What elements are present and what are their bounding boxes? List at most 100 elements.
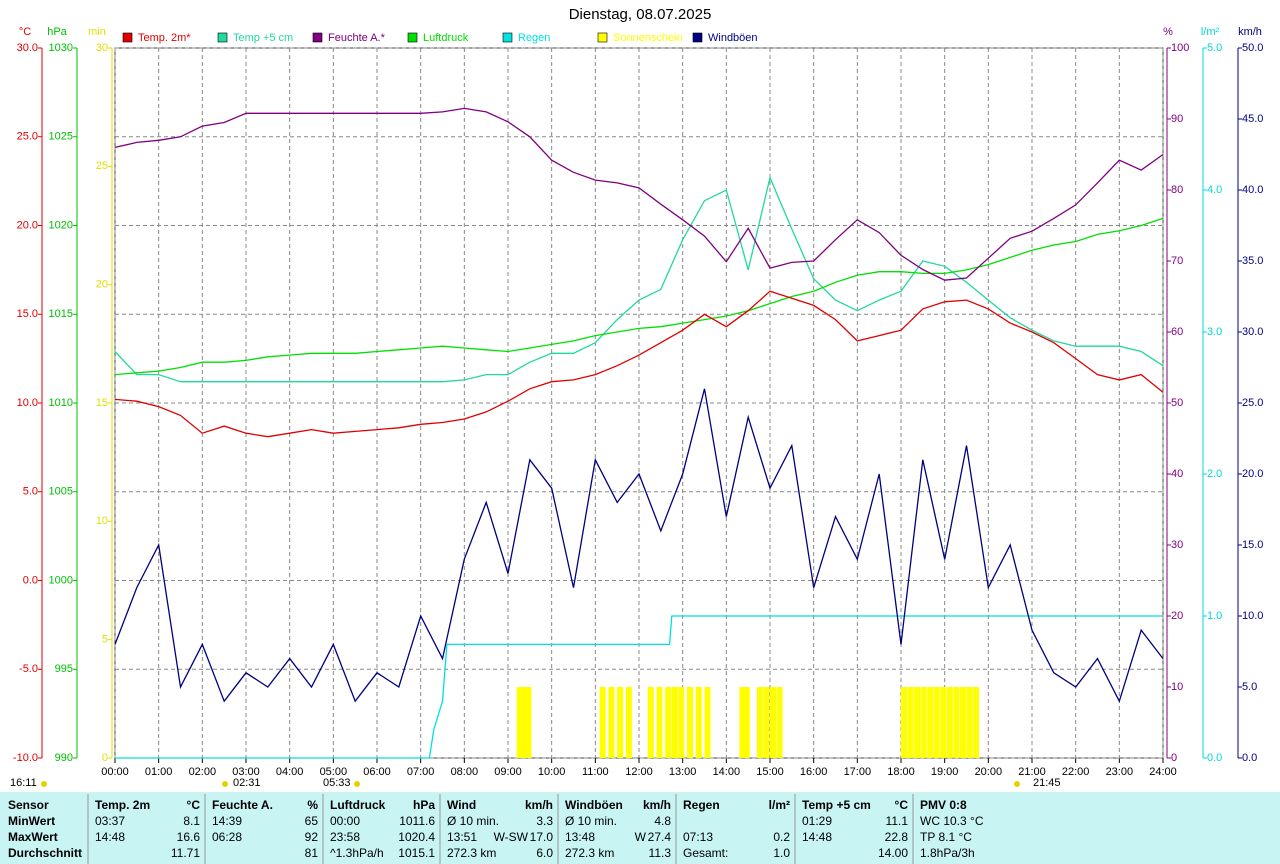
legend-swatch [692,32,703,43]
table-cell: Gesamt: [683,846,728,860]
legend-swatch [502,32,513,43]
y-tick-label: 0 [102,752,108,764]
table-cell: Windböen [565,798,623,812]
y-tick-label: 1015 [49,308,73,320]
table-cell: Feuchte A. [212,798,273,812]
table-cell: °C [895,798,909,812]
y-tick-label: 5.0 [1242,681,1257,693]
y-tick-label: 15 [96,397,108,409]
sun-bar [756,687,763,758]
x-tick-label: 09:00 [494,766,522,778]
y-tick-label: 25.0 [1242,397,1263,409]
table-cell: % [307,798,318,812]
y-tick-label: 60 [1171,326,1183,338]
y-tick-label: 30 [96,42,108,54]
sun-bar [920,687,927,758]
table-cell: 03:37 [95,814,125,828]
table-cell: Temp +5 cm [802,798,871,812]
x-tick-label: 07:00 [407,766,435,778]
y-tick-label: 10.0 [1242,610,1263,622]
y-tick-label: 20 [96,279,108,291]
table-cell: PMV 0:8 [920,798,967,812]
sun-bar [966,687,973,758]
y-tick-label: 40.0 [1242,184,1263,196]
x-tick-label: 11:00 [582,766,609,778]
sun-bar [770,687,776,758]
table-cell: 13:48 [565,830,595,844]
x-tick-label: 12:00 [625,766,653,778]
sun-bar [695,687,702,758]
table-cell: °C [187,798,201,812]
event-time: 21:45 [1033,777,1061,789]
axis-label: hPa [47,26,67,38]
table-cell: hPa [413,798,435,812]
sun-bar [953,687,960,758]
y-tick-label: -10.0 [13,752,38,764]
sun-bar [914,687,921,758]
table-cell: 92 [305,830,319,844]
table-cell: Ø 10 min. [565,814,617,828]
x-tick-label: 02:00 [189,766,217,778]
y-tick-label: 0.0 [1242,752,1257,764]
table-cell: Wind [447,798,476,812]
table-cell: 16.6 [177,830,201,844]
y-tick-label: 5.0 [1207,42,1222,54]
table-cell: Regen [683,798,720,812]
y-tick-label: 1000 [49,574,73,586]
y-tick-label: 1025 [49,131,73,143]
y-tick-label: 3.0 [1207,326,1222,338]
sun-bar [599,687,606,758]
table-cell: 65 [305,814,319,828]
sun-bar [521,687,528,758]
y-tick-label: 1005 [49,486,73,498]
y-tick-label: 15.0 [17,308,38,320]
y-tick-label: 5.0 [23,486,38,498]
y-tick-label: 20.0 [17,219,38,231]
y-tick-label: 1020 [49,219,73,231]
sun-bar [743,687,750,758]
x-tick-label: 24:00 [1149,766,1177,778]
y-tick-label: -5.0 [19,663,38,675]
table-background [0,792,1280,864]
y-tick-label: 20.0 [1242,468,1263,480]
y-tick-label: 0.0 [23,574,38,586]
x-tick-label: 15:00 [756,766,784,778]
sun-bar [665,687,672,758]
table-cell: Temp. 2m [95,798,150,812]
y-tick-label: 45.0 [1242,113,1263,125]
y-tick-label: 30.0 [17,42,38,54]
x-tick-label: 04:00 [276,766,304,778]
x-tick-label: 06:00 [363,766,391,778]
legend-label: Regen [518,32,550,44]
y-tick-label: 10 [1171,681,1183,693]
x-tick-label: 13:00 [669,766,697,778]
sun-bar [927,687,934,758]
y-tick-label: 90 [1171,113,1183,125]
sun-bar [671,687,678,758]
table-cell: W [635,830,647,844]
table-cell: Sensor [8,798,49,812]
x-tick-label: 20:00 [975,766,1003,778]
x-tick-label: 05:00 [320,766,348,778]
axis-label: °C [19,26,31,38]
table-cell: 27.4 [648,830,672,844]
y-tick-label: 10 [96,515,108,527]
y-tick-label: 40 [1171,468,1183,480]
legend-label: Feuchte A.* [328,32,386,44]
table-cell: 17.0 [530,830,554,844]
sun-bar [907,687,914,758]
series-line [114,175,1164,383]
x-tick-label: 10:00 [538,766,566,778]
sun-bar [625,687,632,758]
axis-label: min [88,26,106,38]
x-tick-label: 18:00 [887,766,915,778]
table-cell: km/h [643,798,671,812]
y-tick-label: 2.0 [1207,468,1222,480]
table-cell: 01:29 [802,814,832,828]
series-line [114,388,1164,703]
table-cell: 22.8 [885,830,909,844]
table-cell: 14:48 [802,830,832,844]
y-tick-label: 25.0 [17,131,38,143]
event-icon [41,781,47,787]
sun-bar [776,687,783,758]
